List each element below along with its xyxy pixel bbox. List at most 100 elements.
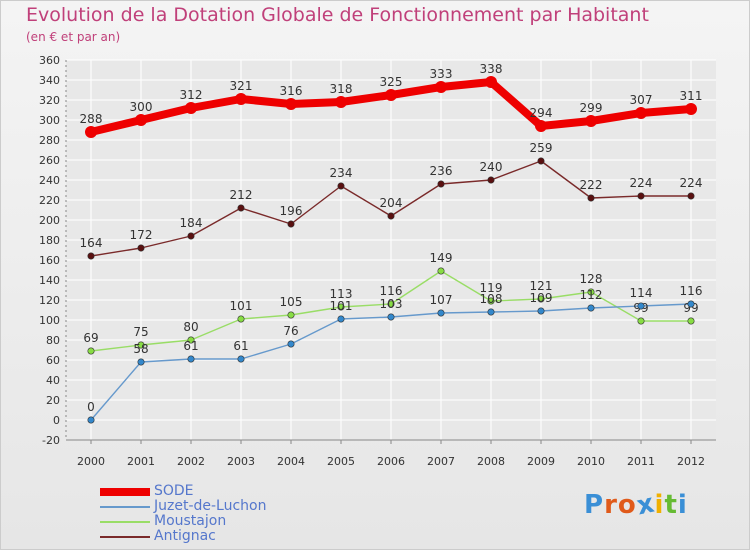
data-label-juzet-de-luchon: 109	[530, 291, 553, 305]
x-tick-label: 2000	[77, 455, 105, 468]
data-point-sode	[135, 114, 147, 126]
data-label-antignac: 224	[680, 176, 703, 190]
data-point-sode	[85, 126, 97, 138]
x-tick-label: 2003	[227, 455, 255, 468]
y-tick-label: 100	[39, 314, 60, 327]
legend-label-sode: SODE	[154, 483, 194, 499]
data-label-juzet-de-luchon: 0	[87, 400, 95, 414]
y-tick-label: 80	[46, 334, 60, 347]
data-label-antignac: 196	[280, 204, 303, 218]
data-point-sode	[485, 76, 497, 88]
logo-letter: o	[617, 490, 637, 520]
y-tick-label: 40	[46, 374, 60, 387]
data-point-antignac	[337, 182, 345, 190]
data-label-antignac: 204	[380, 196, 403, 210]
data-point-moustajon	[537, 295, 545, 303]
data-label-juzet-de-luchon: 114	[630, 286, 653, 300]
x-tick-label: 2004	[277, 455, 305, 468]
data-point-juzet-de-luchon	[187, 355, 195, 363]
x-tick-label: 2009	[527, 455, 555, 468]
data-point-juzet-de-luchon	[237, 355, 245, 363]
data-label-antignac: 164	[80, 236, 103, 250]
data-point-sode	[185, 102, 197, 114]
data-point-sode	[435, 81, 447, 93]
data-label-juzet-de-luchon: 107	[430, 293, 453, 307]
x-tick-label: 2002	[177, 455, 205, 468]
data-label-sode: 311	[680, 89, 703, 103]
data-point-moustajon	[237, 315, 245, 323]
data-label-moustajon: 105	[280, 295, 303, 309]
y-tick-label: 60	[46, 354, 60, 367]
data-label-juzet-de-luchon: 76	[283, 324, 298, 338]
y-tick-label: 160	[39, 254, 60, 267]
data-label-moustajon: 149	[430, 251, 453, 265]
y-tick-label: -20	[42, 434, 60, 447]
logo-letter: r	[604, 490, 618, 520]
legend-swatch-antignac	[100, 536, 150, 538]
data-label-moustajon: 99	[683, 301, 698, 315]
y-tick-label: 200	[39, 214, 60, 227]
data-label-sode: 333	[430, 67, 453, 81]
data-label-juzet-de-luchon: 101	[330, 299, 353, 313]
data-point-moustajon	[187, 336, 195, 344]
data-label-sode: 318	[330, 82, 353, 96]
data-point-juzet-de-luchon	[137, 358, 145, 366]
x-tick-label: 2001	[127, 455, 155, 468]
data-label-moustajon: 119	[480, 281, 503, 295]
data-point-juzet-de-luchon	[287, 340, 295, 348]
data-point-moustajon	[487, 297, 495, 305]
y-tick-label: 140	[39, 274, 60, 287]
data-point-sode	[635, 107, 647, 119]
data-point-juzet-de-luchon	[687, 300, 695, 308]
data-point-sode	[535, 120, 547, 132]
y-tick-label: 360	[39, 54, 60, 67]
data-label-sode: 288	[80, 112, 103, 126]
data-label-juzet-de-luchon: 103	[380, 297, 403, 311]
data-point-sode	[385, 89, 397, 101]
data-point-antignac	[137, 244, 145, 252]
data-label-juzet-de-luchon: 116	[680, 284, 703, 298]
y-tick-label: 260	[39, 154, 60, 167]
data-point-juzet-de-luchon	[437, 309, 445, 317]
data-point-juzet-de-luchon	[587, 304, 595, 312]
data-label-sode: 294	[530, 106, 553, 120]
data-label-juzet-de-luchon: 108	[480, 292, 503, 306]
data-point-moustajon	[87, 347, 95, 355]
y-tick-label: 120	[39, 294, 60, 307]
legend-label-antignac: Antignac	[154, 528, 216, 544]
data-label-sode: 321	[230, 79, 253, 93]
data-label-antignac: 259	[530, 141, 553, 155]
data-point-sode	[285, 98, 297, 110]
data-label-moustajon: 113	[330, 287, 353, 301]
y-tick-label: 180	[39, 234, 60, 247]
legend-swatch-sode	[100, 488, 150, 496]
y-tick-label: 300	[39, 114, 60, 127]
data-label-moustajon: 128	[580, 272, 603, 286]
data-label-moustajon: 116	[380, 284, 403, 298]
legend-label-moustajon: Moustajon	[154, 513, 227, 529]
data-label-juzet-de-luchon: 58	[133, 342, 148, 356]
y-tick-label: 20	[46, 394, 60, 407]
data-point-juzet-de-luchon	[487, 308, 495, 316]
data-label-moustajon: 80	[183, 320, 198, 334]
data-point-moustajon	[687, 317, 695, 325]
data-label-sode: 299	[580, 101, 603, 115]
data-label-antignac: 240	[480, 160, 503, 174]
data-label-sode: 312	[180, 88, 203, 102]
data-label-sode: 300	[130, 100, 153, 114]
data-point-antignac	[237, 204, 245, 212]
data-label-sode: 338	[480, 62, 503, 76]
data-point-juzet-de-luchon	[637, 302, 645, 310]
x-tick-label: 2006	[377, 455, 405, 468]
chart-subtitle: (en € et par an)	[26, 30, 121, 44]
data-point-antignac	[437, 180, 445, 188]
data-point-antignac	[637, 192, 645, 200]
data-label-sode: 325	[380, 75, 403, 89]
y-tick-label: 320	[39, 94, 60, 107]
data-point-juzet-de-luchon	[87, 416, 95, 424]
data-label-juzet-de-luchon: 61	[233, 339, 248, 353]
data-label-sode: 307	[630, 93, 653, 107]
logo-letter: i	[654, 490, 665, 520]
x-tick-label: 2008	[477, 455, 505, 468]
data-point-sode	[335, 96, 347, 108]
